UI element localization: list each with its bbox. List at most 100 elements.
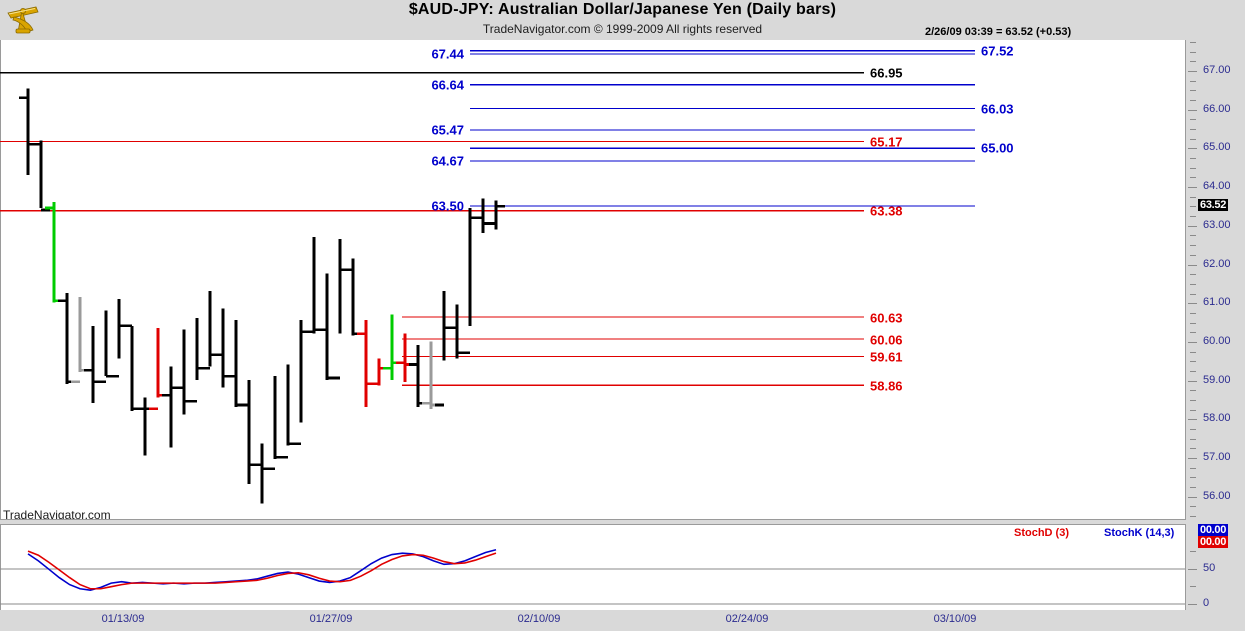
price-axis-tick [1188,496,1197,498]
stoch-axis-label: 50 [1203,561,1216,574]
ohlc-bar[interactable] [331,238,349,380]
ohlc-bar[interactable] [370,358,388,386]
price-axis-minor-tick [1190,390,1196,392]
ohlc-bar[interactable] [318,273,336,380]
ohlc-bar[interactable] [292,320,310,445]
ohlc-bar[interactable] [97,310,115,384]
ohlc-bar[interactable] [201,291,219,370]
ohlc-bar[interactable] [84,325,102,404]
ohlc-bar[interactable] [409,345,427,407]
ohlc-bar[interactable] [136,397,154,456]
level-label-right-66.95: 66.95 [870,65,903,81]
price-axis-minor-tick [1190,177,1196,179]
price-axis-minor-tick [1190,41,1196,43]
level-label-right-58.86: 58.86 [870,378,903,394]
price-axis-tick [1188,419,1197,421]
price-axis-minor-tick [1190,429,1196,431]
stoch-d-legend: StochD (3) [1014,527,1069,539]
ohlc-bar[interactable] [396,333,414,382]
price-axis-minor-tick [1190,448,1196,450]
price-axis-label: 61.00 [1203,296,1231,309]
date-axis-label: 02/24/09 [725,613,769,625]
level-label-right-65.00: 65.00 [981,140,1014,156]
ohlc-bar[interactable] [422,341,440,409]
ohlc-bar[interactable] [383,314,401,380]
stochastic-axis[interactable]: 50 0 00.00 00.00 [1185,524,1245,610]
ohlc-bar[interactable] [45,202,63,303]
ohlc-bar[interactable] [32,140,50,212]
price-chart-pane[interactable]: 67.44 67.52 66.95 66.64 66.03 65.47 65.17 65.00… [0,40,1185,520]
price-axis-minor-tick [1190,332,1196,334]
price-axis-minor-tick [1190,138,1196,140]
stoch-series-stochd[interactable] [27,550,497,590]
sextant-logo-icon [2,1,46,37]
date-axis-label: 02/10/09 [517,613,561,625]
stochastic-pane[interactable]: StochD (3) StochK (14,3) [0,524,1185,610]
price-axis-tick [1188,187,1197,189]
ohlc-bar[interactable] [110,298,128,378]
level-label-right-66.03: 66.03 [981,101,1014,117]
ohlc-bar[interactable] [123,324,141,411]
price-axis-minor-tick [1190,206,1196,208]
stoch-k-legend: StochK (14,3) [1104,527,1175,539]
price-axis-label: 67.00 [1203,63,1231,76]
price-axis-minor-tick [1190,61,1196,63]
price-axis-minor-tick [1190,158,1196,160]
level-label-right-63.38: 63.38 [870,203,903,219]
ohlc-bar[interactable] [266,376,284,471]
ohlc-bar[interactable] [227,320,245,407]
price-axis-tick [1188,148,1197,150]
stoch-axis-label: 0 [1203,597,1210,609]
stoch-axis-minor-tick [1190,586,1196,588]
level-label-left-65.47: 65.47 [431,122,464,138]
price-axis-label: 65.00 [1203,141,1231,154]
price-axis-minor-tick [1190,90,1196,92]
stoch-d-value-tag[interactable]: 00.00 [1198,536,1229,548]
level-label-right-59.61: 59.61 [870,349,903,365]
ohlc-bar[interactable] [487,200,505,230]
price-axis-minor-tick [1190,216,1196,218]
level-label-left-66.64: 66.64 [431,77,464,93]
date-axis[interactable]: 01/13/09 01/27/09 02/10/09 02/24/09 03/10/09 [0,610,1245,631]
price-axis-minor-tick [1190,506,1196,508]
price-axis-label: 60.00 [1203,334,1231,347]
ohlc-bar[interactable] [305,237,323,334]
price-axis-label: 57.00 [1203,451,1231,464]
ohlc-bar[interactable] [240,379,258,485]
ohlc-bar[interactable] [344,258,362,336]
ohlc-bar[interactable] [188,318,206,403]
date-axis-label: 03/10/09 [933,613,977,625]
ohlc-bar[interactable] [162,366,180,448]
ohlc-bar[interactable] [19,88,37,176]
price-axis-minor-tick [1190,467,1196,469]
price-axis[interactable]: 67.00 66.00 65.00 64.00 63.00 62.00 61.00 60.00… [1185,40,1245,520]
stoch-k-value-tag[interactable]: 00.00 [1198,524,1229,536]
ohlc-bar[interactable] [149,327,167,411]
ohlc-bar[interactable] [448,304,466,359]
stochastic-canvas [0,548,1185,605]
ohlc-bar[interactable] [58,293,76,384]
price-bars-canvas [0,50,975,504]
stoch-left-border [0,525,1,610]
ohlc-bar[interactable] [474,198,492,234]
price-axis-tick [1188,225,1197,227]
price-axis-minor-tick [1190,351,1196,353]
price-axis-minor-tick [1190,235,1196,237]
price-axis-tick [1188,341,1197,343]
chart-header: $AUD-JPY: Australian Dollar/Japanese Yen… [0,0,1245,40]
current-price-tag[interactable]: 63.52 [1198,198,1229,211]
ohlc-bar[interactable] [435,291,453,407]
ohlc-bar[interactable] [357,320,375,407]
price-readout: 2/26/09 03:39 = 63.52 (+0.53) [925,26,1072,38]
price-axis-label: 56.00 [1203,489,1231,502]
ohlc-bar[interactable] [461,208,479,355]
price-axis-label: 63.00 [1203,218,1231,231]
price-axis-minor-tick [1190,477,1196,479]
stoch-axis-tick [1188,568,1197,570]
price-axis-minor-tick [1190,167,1196,169]
price-axis-label: 66.00 [1203,102,1231,115]
price-axis-minor-tick [1190,51,1196,53]
price-axis-tick [1188,264,1197,266]
ohlc-bar[interactable] [253,443,271,504]
